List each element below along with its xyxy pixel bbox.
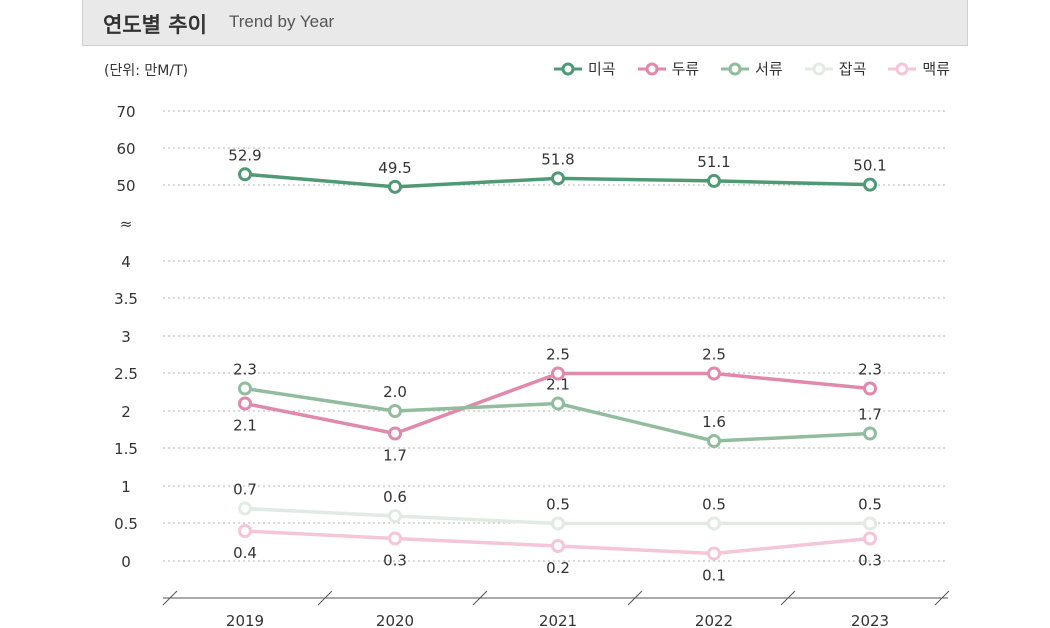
data-label: 49.5 (378, 159, 411, 177)
data-label: 2.0 (383, 383, 407, 401)
data-label: 0.5 (858, 496, 882, 514)
legend-marker-icon (888, 62, 917, 75)
chart-title: 연도별 추이 (103, 13, 207, 37)
data-label: 52.9 (228, 146, 261, 164)
y-tick-label: 2 (121, 403, 131, 421)
data-point (238, 524, 252, 538)
data-label: 2.1 (233, 417, 257, 435)
data-label: 0.6 (383, 488, 407, 506)
data-label: 2.3 (858, 361, 882, 379)
axis-break-mark (162, 590, 178, 606)
legend-label: 잡곡 (838, 60, 867, 78)
data-point (388, 509, 402, 523)
legend-item-tubers: 서류 (721, 58, 783, 79)
legend-label: 두류 (671, 60, 700, 78)
data-label: 0.7 (233, 481, 257, 499)
y-tick-label: 0 (121, 553, 131, 571)
data-point (388, 531, 402, 546)
legend-marker-icon (637, 62, 666, 75)
data-point (863, 531, 877, 546)
legend: 미곡 두류 서류 잡곡 맥류 (553, 58, 950, 79)
y-tick-label: 1 (121, 478, 131, 496)
legend-label: 서류 (755, 60, 783, 78)
data-point (551, 396, 565, 411)
data-point (707, 546, 721, 561)
legend-marker-icon (721, 62, 750, 75)
data-point (238, 501, 252, 516)
data-point (863, 426, 877, 441)
data-point (863, 516, 877, 531)
legend-marker-icon (553, 62, 582, 75)
data-label: 1.6 (702, 413, 726, 431)
y-tick-label: 3 (121, 328, 131, 346)
legend-item-barley: 맥류 (888, 58, 950, 79)
data-point (707, 516, 721, 531)
axis-break-mark (934, 590, 950, 606)
data-label: 51.1 (697, 153, 730, 171)
title-bar: 연도별 추이 Trend by Year (82, 0, 968, 46)
data-point (551, 171, 565, 186)
legend-marker-icon (804, 62, 833, 75)
axis-break-mark (627, 590, 643, 606)
legend-item-misc-grains: 잡곡 (804, 58, 867, 79)
legend-item-beans: 두류 (637, 58, 700, 79)
data-label: 0.2 (546, 559, 570, 577)
data-point (707, 366, 721, 381)
data-point (388, 179, 402, 194)
data-point (238, 381, 252, 396)
x-tick-label: 2020 (376, 612, 414, 628)
data-label: 0.1 (702, 567, 726, 585)
data-point (551, 366, 565, 381)
y-tick-label: 0.5 (114, 515, 138, 533)
data-point (863, 381, 877, 396)
data-label: 2.5 (546, 346, 570, 364)
x-tick-label: 2021 (539, 612, 577, 628)
data-label: 2.3 (233, 361, 257, 379)
data-point (388, 426, 402, 441)
y-tick-label: 60 (116, 140, 135, 158)
data-label: 1.7 (858, 406, 882, 424)
data-label: 1.7 (383, 447, 407, 465)
data-point (238, 167, 252, 182)
data-label: 2.1 (546, 376, 570, 394)
series-line (244, 386, 871, 443)
y-tick-label: 1.5 (114, 440, 138, 458)
data-point (388, 404, 402, 418)
data-label: 0.3 (383, 552, 407, 570)
data-label: 0.3 (858, 552, 882, 570)
data-point (707, 173, 721, 188)
legend-label: 미곡 (587, 60, 616, 78)
x-tick-label: 2022 (695, 612, 733, 628)
y-tick-label: 3.5 (114, 290, 138, 308)
legend-item-rice: 미곡 (553, 58, 616, 79)
data-point (863, 177, 877, 192)
unit-label: (단위: 만M/T) (104, 63, 189, 79)
y-tick-label: ≈ (120, 215, 133, 233)
data-label: 0.5 (546, 496, 570, 514)
axis-break-mark (317, 590, 333, 606)
data-label: 2.5 (702, 346, 726, 364)
chart-subtitle: Trend by Year (229, 12, 335, 31)
data-point (707, 434, 721, 448)
data-point (238, 396, 252, 411)
data-point (551, 539, 565, 553)
data-label: 0.4 (233, 544, 257, 562)
y-tick-label: 2.5 (114, 365, 138, 383)
axis-break-mark (472, 590, 488, 606)
y-tick-label: 4 (121, 253, 131, 271)
x-tick-label: 2019 (226, 612, 264, 628)
data-label: 50.1 (853, 157, 886, 175)
data-point (551, 516, 565, 531)
x-tick-label: 2023 (851, 612, 889, 628)
y-tick-label: 70 (116, 103, 135, 121)
legend-label: 맥류 (922, 60, 950, 78)
axis-break-mark (780, 590, 796, 606)
data-label: 51.8 (541, 150, 574, 168)
y-tick-label: 50 (116, 177, 135, 195)
data-label: 0.5 (702, 496, 726, 514)
